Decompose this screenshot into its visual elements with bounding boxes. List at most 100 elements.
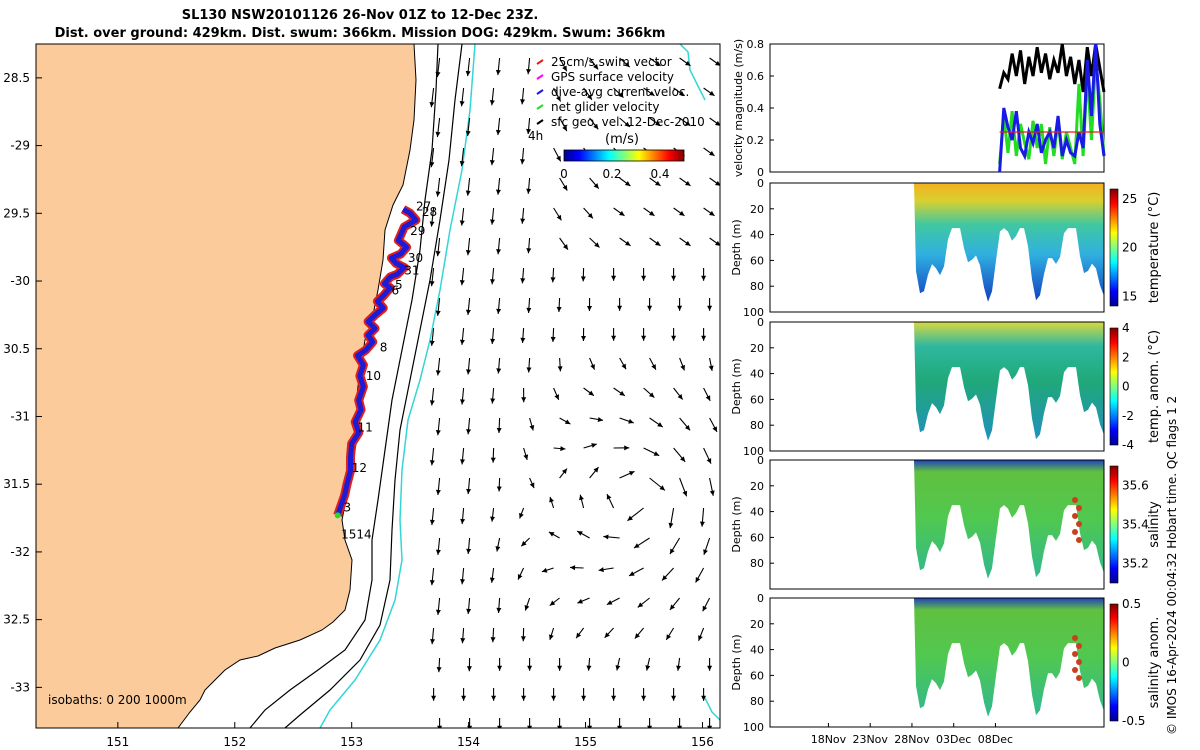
velocity-arrow-head bbox=[465, 250, 471, 256]
velocity-arrow-head bbox=[429, 340, 435, 346]
section-y-tick-label: 20 bbox=[750, 618, 764, 631]
velocity-arrow-head bbox=[588, 390, 594, 396]
velocity-arrow-head bbox=[684, 424, 691, 431]
velocity-arrow-head bbox=[466, 488, 472, 495]
velocity-arrow-head bbox=[466, 608, 472, 614]
section-colorbar-tick-label: -4 bbox=[1122, 438, 1134, 452]
velocity-arrow-head bbox=[655, 60, 661, 66]
time-x-tick-label: 23Nov bbox=[852, 733, 888, 746]
velocity-arrow-head bbox=[496, 607, 502, 613]
velocity-arrow-head bbox=[619, 390, 625, 396]
legend-entry: GPS surface velocity bbox=[551, 70, 674, 84]
velocity-y-tick-label: 0.4 bbox=[747, 102, 765, 115]
legend-swatch bbox=[536, 89, 544, 95]
velocity-arrow-head bbox=[685, 120, 691, 126]
velocity-arrow-head bbox=[495, 129, 501, 136]
velocity-arrow-head bbox=[523, 454, 529, 460]
velocity-arrow-head bbox=[496, 368, 502, 374]
velocity-arrow-head bbox=[556, 306, 562, 312]
velocity-arrow-head bbox=[490, 637, 496, 643]
y-tick-label: -29 bbox=[10, 139, 30, 153]
section-y-tick-label: 0 bbox=[757, 177, 764, 190]
velocity-arrow-head bbox=[581, 335, 587, 341]
section-y-tick-label: 80 bbox=[750, 280, 764, 293]
track-day-label: 1514 bbox=[341, 527, 372, 541]
velocity-arrow-head bbox=[617, 305, 623, 311]
velocity-arrow-head bbox=[628, 471, 635, 476]
speed-colorbar-ticks: 0 0.2 0.4 bbox=[560, 167, 669, 181]
velocity-arrow-head bbox=[587, 725, 593, 728]
isobath-200m bbox=[249, 44, 439, 728]
velocity-arrow-head bbox=[709, 210, 715, 216]
velocity-arrow-head bbox=[526, 307, 532, 313]
velocity-arrow-head bbox=[606, 600, 613, 605]
track-day-label: 8 bbox=[380, 340, 388, 354]
velocity-arrow-head bbox=[435, 310, 441, 316]
section-y-tick-label: 40 bbox=[750, 644, 764, 657]
velocity-arrow-head bbox=[465, 70, 471, 77]
velocity-arrow-head bbox=[489, 100, 495, 106]
section-highlight-dot bbox=[1072, 635, 1078, 641]
section-highlight-dot bbox=[1076, 537, 1082, 543]
track-day-label: 12 bbox=[352, 461, 367, 475]
velocity-arrow-head bbox=[461, 695, 467, 701]
velocity-arrow-head bbox=[671, 695, 677, 701]
velocity-arrow-head bbox=[526, 367, 532, 373]
velocity-arrow-head bbox=[712, 426, 717, 432]
section-y-tick-label: 100 bbox=[743, 306, 764, 319]
velocity-arrow-head bbox=[429, 101, 435, 108]
velocity-arrow-head bbox=[562, 125, 567, 132]
velocity-arrow-head bbox=[517, 574, 523, 580]
section-colorbar-tick-label: 20 bbox=[1122, 241, 1137, 255]
velocity-arrow-head bbox=[429, 221, 435, 227]
velocity-arrow-head bbox=[647, 305, 653, 311]
velocity-arrow-head bbox=[429, 400, 435, 406]
velocity-arrow-head bbox=[680, 456, 686, 462]
velocity-arrow-head bbox=[587, 305, 593, 312]
velocity-arrow-head bbox=[562, 65, 567, 72]
velocity-arrow-head bbox=[519, 512, 524, 519]
velocity-arrow-head bbox=[496, 249, 502, 255]
velocity-arrow-head bbox=[437, 725, 443, 728]
velocity-series-line bbox=[998, 43, 1106, 93]
section-y-tick-label: 20 bbox=[750, 342, 764, 355]
velocity-arrow-head bbox=[524, 605, 530, 611]
section-colorbar-tick-label: 4 bbox=[1122, 321, 1130, 335]
section-highlight-dot bbox=[1072, 497, 1078, 503]
annotation-4h: 4h bbox=[528, 129, 543, 143]
velocity-arrow-head bbox=[628, 418, 634, 424]
velocity-arrow-head bbox=[521, 540, 527, 547]
velocity-arrow-head bbox=[706, 458, 712, 464]
track-day-label: 31 bbox=[404, 263, 419, 277]
velocity-arrow-head bbox=[490, 338, 496, 344]
velocity-arrow-head bbox=[430, 638, 436, 645]
isobath-cyan-b bbox=[679, 44, 720, 721]
section-colorbar-tick-label: 35.6 bbox=[1122, 479, 1149, 493]
velocity-arrow-head bbox=[590, 364, 595, 370]
x-tick-label: 152 bbox=[223, 735, 246, 749]
velocity-arrow-head bbox=[557, 725, 563, 728]
time-x-tick-label: 08Dec bbox=[978, 733, 1013, 746]
velocity-arrow-head bbox=[429, 281, 435, 287]
section-y-tick-label: 0 bbox=[757, 316, 764, 329]
section-colorbar-tick-label: -2 bbox=[1122, 409, 1134, 423]
section-y-label: Depth (m) bbox=[730, 358, 743, 414]
section-colorbar-tick-label: 0.5 bbox=[1122, 597, 1141, 611]
velocity-arrow-head bbox=[490, 516, 496, 522]
track-day-label: 11 bbox=[358, 420, 373, 434]
velocity-arrow-head bbox=[629, 571, 635, 576]
velocity-arrow-head bbox=[466, 666, 472, 672]
section-colorbar bbox=[1109, 188, 1119, 307]
velocity-arrow-head bbox=[460, 638, 466, 644]
velocity-arrow-head bbox=[490, 457, 496, 463]
velocity-arrow-head bbox=[576, 632, 582, 639]
velocity-arrow-head bbox=[496, 308, 502, 314]
velocity-arrow-head bbox=[679, 210, 685, 216]
velocity-arrow-head bbox=[521, 695, 527, 701]
velocity-arrow-head bbox=[435, 250, 441, 257]
velocity-arrow-head bbox=[526, 248, 532, 254]
velocity-arrow-head bbox=[520, 99, 526, 105]
velocity-arrow-head bbox=[649, 210, 655, 216]
velocity-arrow-head bbox=[429, 519, 435, 526]
